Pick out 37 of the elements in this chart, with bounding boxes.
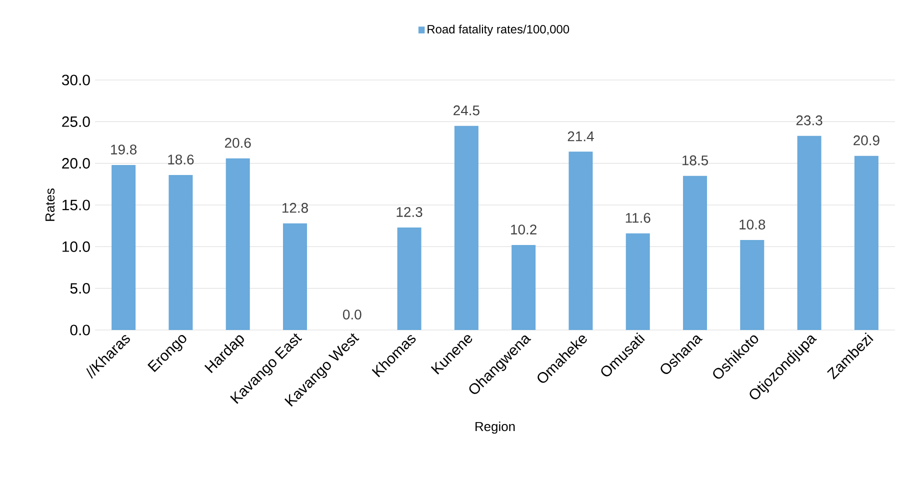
x-axis-title: Region <box>476 422 515 434</box>
data-label: 10.2 <box>511 224 536 234</box>
y-axis-title: Rates <box>46 188 55 221</box>
bar <box>112 164 136 330</box>
y-tick-label: 15.0 <box>62 200 90 210</box>
data-label: 23.3 <box>796 115 822 126</box>
bar <box>626 233 650 330</box>
y-tick-label: 5.0 <box>70 283 90 294</box>
data-label: 12.8 <box>282 202 308 213</box>
data-label: 18.5 <box>682 155 708 166</box>
data-label: 18.6 <box>168 154 194 164</box>
bar <box>454 126 478 330</box>
y-tick-label: 0.0 <box>70 324 90 336</box>
data-label: 24.5 <box>454 105 480 116</box>
data-label: 11.6 <box>626 212 650 223</box>
legend-label: Road fatality rates/100,000 <box>428 24 570 36</box>
data-label: 0.0 <box>343 310 362 320</box>
bar <box>512 245 536 330</box>
bar <box>797 136 822 330</box>
data-label: 21.4 <box>568 131 594 142</box>
bar <box>683 176 708 330</box>
y-tick-label: 30.0 <box>62 74 90 86</box>
y-tick-label: 10.0 <box>62 241 90 252</box>
bar <box>283 223 308 330</box>
data-label: 12.3 <box>396 207 422 217</box>
bar <box>740 240 764 330</box>
data-label: 10.8 <box>740 220 766 230</box>
bar <box>854 156 878 330</box>
bar <box>568 152 593 330</box>
bar <box>168 174 193 330</box>
data-label: 20.9 <box>854 135 880 146</box>
y-tick-label: 20.0 <box>62 158 90 169</box>
bar <box>397 227 422 330</box>
data-label: 20.6 <box>224 138 251 148</box>
bar <box>226 158 250 330</box>
y-tick-label: 25.0 <box>62 116 90 127</box>
data-label: 19.8 <box>111 144 137 154</box>
